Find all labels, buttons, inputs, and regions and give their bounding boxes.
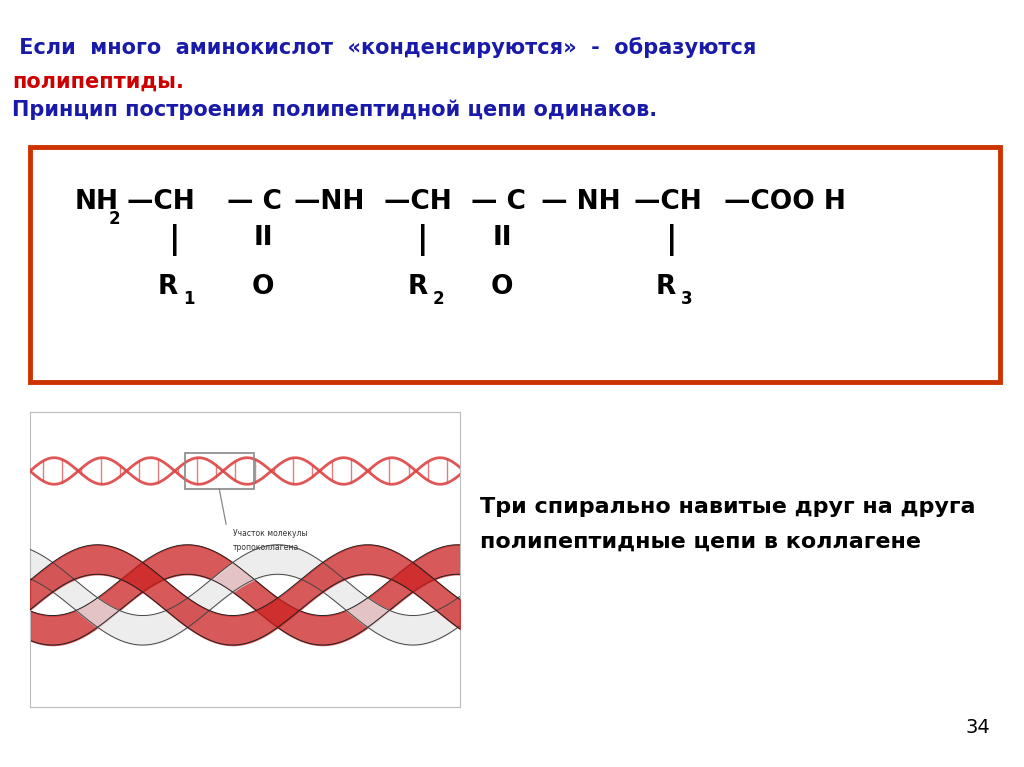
Text: полипептиды.: полипептиды. <box>12 72 184 92</box>
Text: Если  много  аминокислот  «конденсируются»  -  образуются: Если много аминокислот «конденсируются» … <box>12 37 757 58</box>
Text: R: R <box>408 274 428 300</box>
Bar <box>30 147 1000 382</box>
Text: — NH: — NH <box>523 189 621 215</box>
Text: R: R <box>656 274 676 300</box>
Text: —CH: —CH <box>375 189 452 215</box>
Text: —CH: —CH <box>625 189 701 215</box>
Bar <box>184 453 254 489</box>
Text: —CH: —CH <box>118 189 195 215</box>
Text: O: O <box>252 274 274 300</box>
Text: 3: 3 <box>681 290 692 308</box>
Text: |: | <box>667 224 678 256</box>
Text: — C: — C <box>218 189 282 215</box>
Text: II: II <box>493 225 512 251</box>
Text: Участок молекулы: Участок молекулы <box>232 528 307 538</box>
Text: — C: — C <box>462 189 526 215</box>
Text: 2: 2 <box>109 210 121 228</box>
Text: 34: 34 <box>966 718 990 737</box>
Text: тропоколлагена: тропоколлагена <box>232 543 299 552</box>
Text: —NH: —NH <box>285 189 365 215</box>
Text: полипептидные цепи в коллагене: полипептидные цепи в коллагене <box>480 532 921 552</box>
Text: R: R <box>158 274 178 300</box>
Text: Три спирально навитые друг на друга: Три спирально навитые друг на друга <box>480 497 976 517</box>
Text: O: O <box>490 274 513 300</box>
Text: II: II <box>253 225 272 251</box>
Text: —COO H: —COO H <box>715 189 846 215</box>
Text: 2: 2 <box>433 290 444 308</box>
Text: |: | <box>169 224 181 256</box>
Text: |: | <box>417 224 429 256</box>
Text: Принцип построения полипептидной цепи одинаков.: Принцип построения полипептидной цепи од… <box>12 99 657 120</box>
Text: 1: 1 <box>183 290 195 308</box>
Text: NH: NH <box>75 189 119 215</box>
